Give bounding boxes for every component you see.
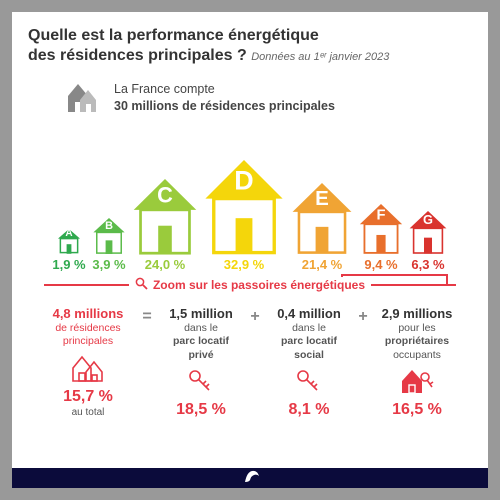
breakdown-total-t2: principales (40, 335, 136, 348)
breakdown-item-1: 0,4 million dans le parc locatif social … (266, 306, 352, 420)
breakdown-total-t1: de résidences (40, 322, 136, 335)
bd1-pct: 8,1 % (266, 400, 352, 420)
bd2-big: 2,9 millions (374, 306, 460, 322)
house-key-icon (374, 366, 460, 396)
intro-line1: La France compte (114, 81, 335, 97)
breakdown-total-sub: au total (40, 407, 136, 420)
plus-sign-2: + (358, 308, 368, 326)
magnifier-icon (135, 277, 148, 293)
marianne-icon (237, 468, 263, 489)
key-icon (266, 366, 352, 396)
intro-text: La France compte 30 millions de résidenc… (114, 81, 335, 114)
breakdown-total: 4,8 millions de résidences principales 1… (40, 306, 136, 420)
pct-G: 6,3 % (407, 257, 449, 272)
pct-A: 1,9 % (51, 257, 87, 272)
breakdown-item-2: 2,9 millions pour les propriétaires occu… (374, 306, 460, 420)
title-line1: Quelle est la performance énergétique (28, 26, 472, 46)
svg-text:B: B (105, 220, 113, 232)
energy-class-B: B (89, 216, 129, 255)
bd0-t2: parc locatif (173, 335, 229, 347)
title-block: Quelle est la performance énergétique de… (28, 26, 472, 66)
zoom-label: Zoom sur les passoires énergétiques (129, 277, 371, 293)
pct-F: 9,4 % (357, 257, 405, 272)
breakdown-item-0: 1,5 million dans le parc locatif privé 1… (158, 306, 244, 420)
breakdown-total-big: 4,8 millions (40, 306, 136, 322)
title-line2: des résidences principales ? (28, 47, 247, 64)
bd0-pct: 18,5 % (158, 400, 244, 420)
infographic-card: Quelle est la performance énergétique de… (12, 12, 488, 488)
bd2-t2: propriétaires (385, 335, 449, 347)
zoom-bracket: Zoom sur les passoires énergétiques (44, 274, 456, 300)
zoom-label-text: Zoom sur les passoires énergétiques (153, 278, 365, 292)
bd2-pct: 16,5 % (374, 400, 460, 420)
bd2-t1: pour les (374, 322, 460, 335)
data-date: Données au 1ᵉʳ janvier 2023 (251, 51, 389, 63)
energy-class-G: G (407, 209, 449, 255)
house-outline-icon (40, 353, 136, 383)
energy-class-D: D (201, 158, 287, 255)
breakdown-row: 4,8 millions de résidences principales 1… (28, 306, 472, 420)
pct-D: 32,9 % (201, 257, 287, 272)
plus-sign-1: + (250, 308, 260, 326)
bd1-big: 0,4 million (266, 306, 352, 322)
bd1-t3: social (294, 349, 324, 361)
energy-class-C: C (131, 177, 199, 255)
pct-B: 3,9 % (89, 257, 129, 272)
intro-line2: 30 millions de résidences principales (114, 98, 335, 114)
svg-text:A: A (65, 228, 72, 239)
pct-E: 21,4 % (289, 257, 355, 272)
house-icon (62, 76, 104, 119)
energy-class-chart: A B C D E F G (28, 125, 472, 255)
svg-text:E: E (315, 188, 329, 211)
energy-class-A: A (51, 227, 87, 255)
svg-text:C: C (157, 182, 173, 207)
energy-class-F: F (357, 202, 405, 255)
equals-sign: = (142, 308, 152, 326)
bd1-t1: dans le (266, 322, 352, 335)
pct-C: 24,0 % (131, 257, 199, 272)
energy-class-percentages: 1,9 %3,9 %24,0 %32,9 %21,4 %9,4 %6,3 % (28, 257, 472, 272)
bd0-big: 1,5 million (158, 306, 244, 322)
bd0-t1: dans le (158, 322, 244, 335)
bd2-t3: occupants (374, 349, 460, 362)
svg-text:F: F (377, 207, 386, 223)
key-icon (158, 366, 244, 396)
breakdown-total-pct: 15,7 % (40, 387, 136, 407)
bd1-t2: parc locatif (281, 335, 337, 347)
svg-text:G: G (423, 212, 433, 227)
footer-bar (12, 468, 488, 488)
bd0-t3: privé (188, 349, 213, 361)
svg-text:D: D (234, 166, 253, 196)
energy-class-E: E (289, 181, 355, 255)
intro-block: La France compte 30 millions de résidenc… (62, 76, 472, 119)
